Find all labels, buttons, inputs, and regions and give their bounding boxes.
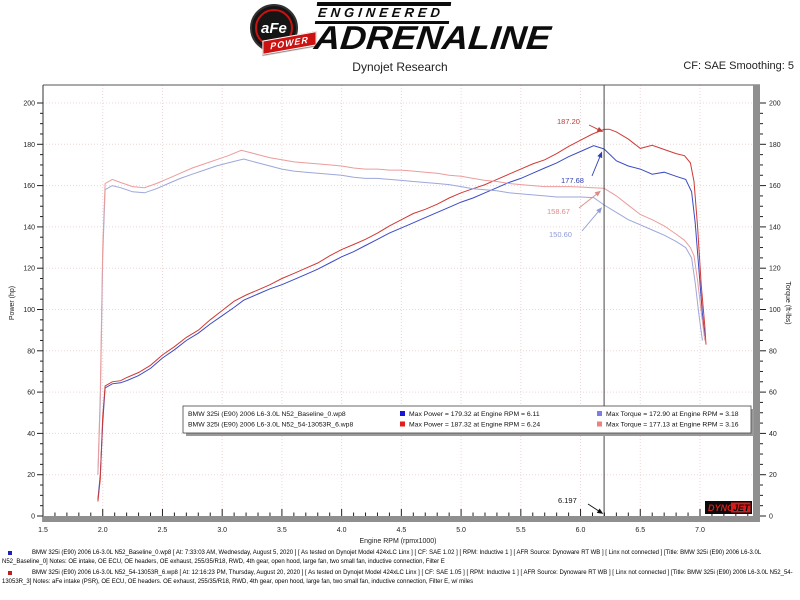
brand-wordmark: ENGINEERED ADRENALINE [312,2,553,57]
svg-text:140: 140 [23,224,35,231]
run-note-afe: BMW 325i (E90) 2006 L6-3.0L N52_54-13053… [2,569,798,587]
svg-text:6.0: 6.0 [576,527,586,534]
svg-text:180: 180 [769,142,781,149]
svg-text:Max Power = 187.32 at Engine R: Max Power = 187.32 at Engine RPM = 6.24 [409,422,540,429]
svg-text:200: 200 [769,101,781,108]
plot-frame [42,84,760,522]
svg-text:2.5: 2.5 [158,527,168,534]
svg-text:3.5: 3.5 [277,527,287,534]
svg-text:40: 40 [769,431,777,438]
svg-text:1.5: 1.5 [38,527,48,534]
svg-text:BMW 325i (E90) 2006 L6-3.0L N5: BMW 325i (E90) 2006 L6-3.0L N52_Baseline… [188,411,346,418]
svg-text:20: 20 [27,472,35,479]
run-note-text: BMW 325i (E90) 2006 L6-3.0L N52_54-13053… [2,570,793,585]
svg-text:Max Torque = 177.13 at Engine: Max Torque = 177.13 at Engine RPM = 3.16 [606,422,739,429]
svg-text:187.20: 187.20 [557,117,580,126]
svg-text:158.67: 158.67 [547,207,570,216]
afe-bullet-icon [8,571,12,575]
axis-titles: Engine RPM (rpmx1000) Power (hp) Torque (f… [9,281,791,545]
run-note-text: BMW 325i (E90) 2006 L6-3.0L N52_Baseline… [2,550,761,565]
footer-run-notes: BMW 325i (E90) 2006 L6-3.0L N52_Baseline… [0,549,798,589]
svg-text:JET: JET [733,503,751,513]
afe-torque-curve [97,149,706,473]
title-row: Dynojet Research CF: SAE Smoothing: 5 [0,60,800,76]
svg-text:60: 60 [769,390,777,397]
svg-text:2.0: 2.0 [98,527,108,534]
legend: BMW 325i (E90) 2006 L6-3.0L N52_Baseline… [182,405,754,436]
svg-text:140: 140 [769,224,781,231]
svg-text:Max Power = 179.32 at Engine R: Max Power = 179.32 at Engine RPM = 6.11 [409,411,540,418]
svg-text:80: 80 [27,348,35,355]
svg-text:60: 60 [27,390,35,397]
svg-text:Engine RPM (rpmx1000): Engine RPM (rpmx1000) [359,538,436,545]
baseline-power-curve [97,145,706,500]
adrenaline-text: ADRENALINE [312,18,553,57]
value-callouts: 187.20 177.68 158.67 150.60 6.197 [547,117,604,514]
svg-text:5.0: 5.0 [456,527,466,534]
svg-text:0: 0 [769,514,773,521]
svg-text:160: 160 [23,183,35,190]
afe-logo: aFe POWER [248,3,317,55]
svg-text:160: 160 [769,183,781,190]
svg-text:4.5: 4.5 [396,527,406,534]
afe-power-curve [97,128,707,502]
svg-text:180: 180 [23,142,35,149]
svg-text:4.0: 4.0 [337,527,347,534]
afe-brand-logo: aFe POWER ENGINEERED ADRENALINE [0,2,800,57]
svg-text:100: 100 [769,307,781,314]
baseline-bullet-icon [8,551,12,555]
svg-text:6.5: 6.5 [635,527,645,534]
svg-text:120: 120 [23,266,35,273]
afe-logo-text: aFe [261,19,287,37]
svg-text:120: 120 [769,266,781,273]
svg-text:DYNO: DYNO [708,503,734,513]
svg-text:6.197: 6.197 [558,496,577,505]
svg-text:7.0: 7.0 [695,527,705,534]
header: aFe POWER ENGINEERED ADRENALINE Dynojet … [0,2,800,74]
axis-ticks [37,102,766,517]
run-note-baseline: BMW 325i (E90) 2006 L6-3.0L N52_Baseline… [2,549,798,567]
svg-text:0: 0 [31,514,35,521]
gridlines [43,85,753,516]
svg-text:Power (hp): Power (hp) [9,286,16,320]
svg-text:40: 40 [27,431,35,438]
dyno-chart: 0 0 20 20 40 40 60 60 80 80 100 100 120 120 140 140 160 1… [9,84,791,545]
svg-text:20: 20 [769,472,777,479]
svg-text:150.60: 150.60 [549,230,572,239]
svg-text:177.68: 177.68 [561,176,584,185]
svg-text:3.0: 3.0 [217,527,227,534]
svg-text:200: 200 [23,101,35,108]
svg-text:BMW 325i (E90) 2006 L6-3.0L N5: BMW 325i (E90) 2006 L6-3.0L N52_54-13053… [188,422,353,429]
smoothing-setting: CF: SAE Smoothing: 5 [683,60,794,72]
svg-text:100: 100 [23,307,35,314]
svg-text:80: 80 [769,348,777,355]
report-title: Dynojet Research [352,60,448,74]
svg-text:Torque (ft-lbs): Torque (ft-lbs) [784,281,791,324]
svg-text:Max Torque = 172.90 at Engine: Max Torque = 172.90 at Engine RPM = 3.18 [606,411,739,418]
axis-tick-labels: 0 0 20 20 40 40 60 60 80 80 100 100 120 120 140 140 160 1… [23,101,780,535]
svg-text:5.5: 5.5 [516,527,526,534]
baseline-torque-curve [97,158,703,475]
